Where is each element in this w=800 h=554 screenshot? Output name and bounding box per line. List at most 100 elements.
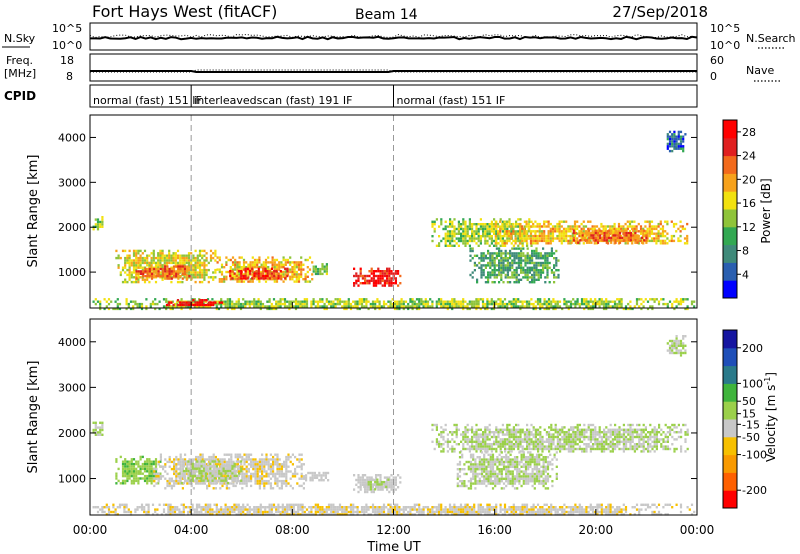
colorbar-swatch bbox=[723, 173, 737, 192]
noise-right-tick-bottom: 10^0 bbox=[710, 39, 740, 52]
y-tick-label: 2000 bbox=[58, 221, 86, 234]
time-x-axis: 00:00 04:00 08:00 12:00 16:00 20:00 00:00 bbox=[73, 302, 715, 537]
colorbar-swatch bbox=[723, 280, 737, 299]
scatter-region bbox=[570, 229, 648, 244]
colorbar-tick-label: 20 bbox=[742, 173, 756, 186]
colorbar-swatch bbox=[723, 365, 737, 384]
power-colorbar: 4 8 12 16 20 24 28 bbox=[722, 119, 756, 299]
noise-left-tick-bottom: 10^0 bbox=[52, 39, 82, 52]
velocity-y-axis: 1000 2000 3000 4000 bbox=[58, 336, 697, 486]
colorbar-tick-label: 50 bbox=[742, 395, 756, 408]
station-title: Fort Hays West (fitACF) bbox=[92, 2, 277, 21]
scatter-region bbox=[666, 335, 687, 357]
power-y-axis: 1000 2000 3000 4000 bbox=[58, 131, 697, 279]
colorbar-swatch bbox=[723, 120, 737, 139]
y-tick-label: 4000 bbox=[58, 336, 86, 349]
y-tick-label: 1000 bbox=[58, 473, 86, 486]
velocity-ylabel: Slant Range [km] bbox=[26, 361, 41, 474]
colorbar-tick-label: 8 bbox=[742, 245, 749, 258]
scatter-region bbox=[165, 299, 224, 307]
colorbar-swatch bbox=[723, 330, 737, 349]
colorbar-tick-label: 4 bbox=[742, 268, 749, 281]
date-title: 27/Sep/2018 bbox=[612, 3, 708, 21]
colorbar-swatch bbox=[723, 244, 737, 263]
freq-left-tick-top: 18 bbox=[60, 54, 74, 67]
power-panel: 1000 2000 3000 4000 Slant Range [km] 4 8 12 16… bbox=[26, 114, 773, 311]
scatter-region bbox=[431, 423, 689, 453]
power-ylabel: Slant Range [km] bbox=[26, 155, 41, 268]
scatter-region bbox=[353, 267, 402, 287]
colorbar-swatch bbox=[723, 209, 737, 228]
scatter-region bbox=[456, 451, 558, 490]
x-tick-label: 12:00 bbox=[376, 523, 411, 537]
noise-left-label: N.Sky bbox=[4, 32, 36, 45]
freq-left-tick-bottom: 8 bbox=[66, 70, 73, 83]
colorbar-swatch bbox=[723, 472, 737, 491]
time-xlabel: Time UT bbox=[366, 540, 420, 554]
power-cells bbox=[92, 130, 696, 311]
x-tick-label: 08:00 bbox=[275, 523, 310, 537]
colorbar-tick-label: 28 bbox=[742, 126, 756, 139]
noise-trace bbox=[89, 35, 698, 41]
colorbar-tick-label: 24 bbox=[742, 150, 756, 163]
x-tick-label: 04:00 bbox=[174, 523, 209, 537]
colorbar-tick-label: 16 bbox=[742, 197, 756, 210]
colorbar-tick-label: -100 bbox=[742, 449, 767, 462]
power-colorbar-label: Power [dB] bbox=[759, 178, 773, 243]
scatter-region bbox=[92, 421, 104, 436]
colorbar-swatch bbox=[723, 226, 737, 246]
colorbar-tick-label: 15 bbox=[742, 408, 756, 421]
colorbar-tick-label: 12 bbox=[742, 221, 756, 234]
colorbar-swatch bbox=[723, 454, 737, 473]
cpid-segment-label: normal (fast) 151 IF bbox=[397, 94, 506, 107]
x-tick-label: 20:00 bbox=[579, 523, 614, 537]
colorbar-swatch bbox=[723, 191, 737, 210]
scatter-region bbox=[178, 460, 243, 485]
colorbar-swatch bbox=[723, 436, 737, 456]
velocity-colorbar-label: Velocity [m s-1] bbox=[763, 372, 778, 462]
freq-right-tick-top: 60 bbox=[710, 54, 724, 67]
colorbar-swatch bbox=[723, 401, 737, 420]
colorbar-tick-label: -50 bbox=[742, 431, 760, 444]
noise-panel: N.Sky 10^5 10^0 10^5 10^0 N.Search bbox=[2, 22, 796, 52]
x-tick-label: 00:00 bbox=[73, 523, 108, 537]
colorbar-tick-label: 200 bbox=[742, 342, 763, 355]
velocity-cells bbox=[92, 335, 696, 516]
noise-left-tick-top: 10^5 bbox=[52, 22, 82, 35]
y-tick-label: 1000 bbox=[58, 266, 86, 279]
scatter-region bbox=[305, 471, 330, 482]
freq-panel: Freq. [MHz] 18 8 60 0 Nave bbox=[4, 53, 782, 83]
beam-title: Beam 14 bbox=[355, 7, 418, 23]
x-tick-label: 16:00 bbox=[477, 523, 512, 537]
scatter-region bbox=[229, 267, 289, 280]
cpid-label: CPID bbox=[4, 89, 36, 103]
colorbar-swatch bbox=[723, 137, 737, 157]
freq-left-unit: [MHz] bbox=[4, 67, 36, 80]
freq-trace bbox=[90, 70, 697, 73]
colorbar-tick-label: -15 bbox=[742, 418, 760, 431]
y-tick-label: 4000 bbox=[58, 131, 86, 144]
colorbar-swatch bbox=[723, 155, 737, 174]
scatter-region bbox=[312, 263, 328, 276]
colorbar-swatch bbox=[723, 347, 737, 367]
scatter-region bbox=[469, 247, 560, 284]
scatter-region bbox=[363, 478, 390, 491]
freq-left-label: Freq. bbox=[6, 54, 33, 67]
scatter-region bbox=[92, 298, 696, 311]
y-tick-label: 3000 bbox=[58, 176, 86, 189]
scatter-region bbox=[135, 265, 193, 280]
velocity-panel: 1000 2000 3000 4000 Slant Range [km] 200 100… bbox=[26, 302, 778, 554]
scatter-region bbox=[92, 503, 696, 516]
colorbar-swatch bbox=[723, 383, 737, 402]
freq-right-label: Nave bbox=[746, 64, 774, 77]
freq-right-tick-bottom: 0 bbox=[710, 70, 717, 83]
noise-right-label: N.Search bbox=[746, 32, 796, 45]
colorbar-tick-label: 100 bbox=[742, 377, 763, 390]
x-tick-label: 00:00 bbox=[680, 523, 715, 537]
colorbar-swatch bbox=[723, 490, 737, 509]
y-tick-label: 3000 bbox=[58, 381, 86, 394]
colorbar-swatch bbox=[723, 262, 737, 281]
scatter-region bbox=[666, 130, 687, 153]
